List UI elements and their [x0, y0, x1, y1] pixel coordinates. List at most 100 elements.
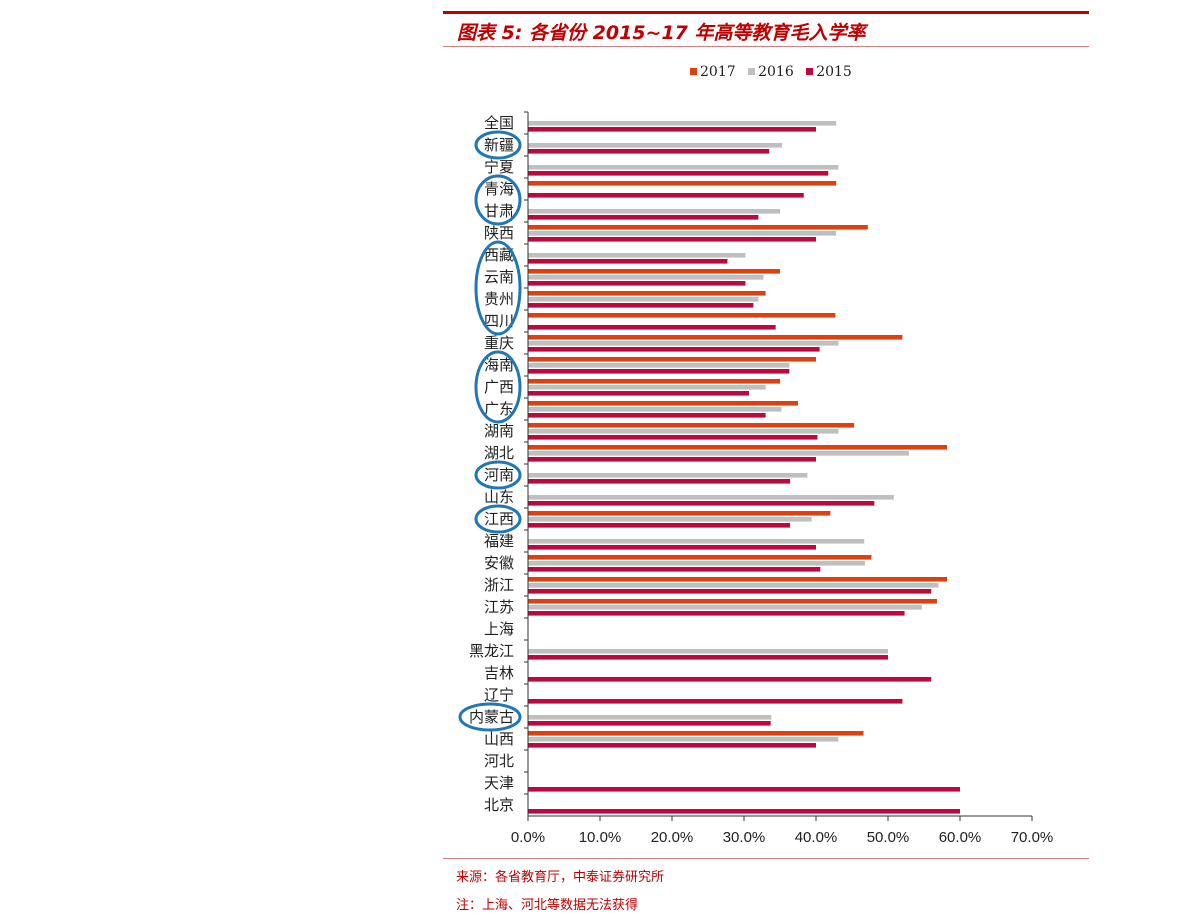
bar-2016-2: [528, 165, 839, 170]
category-label: 西藏: [484, 246, 514, 264]
bar-2017-10: [528, 335, 903, 340]
bar-2015-12: [528, 391, 750, 396]
category-label: 全国: [484, 114, 514, 132]
category-label: 江苏: [484, 598, 514, 616]
highlight-ellipse: [474, 460, 522, 490]
highlight-ellipse: [474, 350, 522, 424]
category-label: 浙江: [484, 576, 514, 594]
bar-2015-14: [528, 435, 818, 440]
bar-2017-28: [528, 731, 864, 736]
header-bottom-rule: [443, 46, 1089, 47]
category-label: 山东: [484, 488, 514, 506]
bar-2016-14: [528, 429, 839, 434]
bar-2015-8: [528, 303, 754, 308]
category-label: 湖北: [484, 444, 514, 462]
bar-2017-18: [528, 511, 831, 516]
bar-2015-26: [528, 699, 903, 704]
bar-2016-28: [528, 737, 839, 742]
category-label: 北京: [484, 796, 514, 814]
bar-2016-21: [528, 583, 939, 588]
bar-2016-1: [528, 143, 783, 148]
category-label: 安徽: [484, 554, 514, 572]
bar-2017-3: [528, 181, 837, 186]
footnote: 注：上海、河北等数据无法获得: [456, 898, 639, 913]
x-tick-label: 30.0%: [723, 829, 766, 846]
category-label: 海南: [484, 356, 514, 374]
bar-2015-6: [528, 259, 728, 264]
bar-2016-11: [528, 363, 790, 368]
bar-2017-22: [528, 599, 937, 604]
category-label: 广东: [484, 400, 514, 418]
legend-swatch-2017: [690, 68, 697, 75]
x-tick-label: 0.0%: [511, 829, 545, 846]
x-tick-label: 60.0%: [939, 829, 982, 846]
bar-2015-24: [528, 655, 888, 660]
bar-2017-7: [528, 269, 780, 274]
bar-2015-0: [528, 127, 816, 132]
bar-2015-5: [528, 237, 816, 242]
bar-2015-9: [528, 325, 776, 330]
header-top-rule: [443, 11, 1089, 14]
category-label: 陕西: [484, 224, 514, 242]
bar-2017-5: [528, 225, 868, 230]
category-label: 黑龙江: [469, 642, 514, 660]
bar-2015-31: [528, 809, 960, 814]
bar-2016-15: [528, 451, 909, 456]
category-label: 内蒙古: [469, 708, 514, 726]
bar-2015-15: [528, 457, 816, 462]
x-tick-label: 40.0%: [795, 829, 838, 846]
legend-swatch-2015: [806, 68, 814, 75]
bar-2015-1: [528, 149, 770, 154]
bar-2016-20: [528, 561, 865, 566]
bar-2017-11: [528, 357, 816, 362]
bar-2015-28: [528, 743, 816, 748]
bar-2015-19: [528, 545, 816, 550]
category-label: 江西: [484, 510, 514, 528]
category-label: 辽宁: [484, 686, 514, 704]
legend-item-2015: 2015: [806, 64, 852, 80]
bar-2016-10: [528, 341, 839, 346]
highlight-ellipse: [474, 504, 522, 534]
bar-2015-10: [528, 347, 820, 352]
bar-2017-21: [528, 577, 948, 582]
bar-2015-17: [528, 501, 875, 506]
category-label: 福建: [484, 532, 514, 550]
highlight-ellipse: [474, 240, 522, 336]
bar-2015-11: [528, 369, 790, 374]
bar-2015-18: [528, 523, 791, 528]
figure-title: 图表 5: 各省份 2015~17 年高等教育毛入学率: [457, 22, 866, 44]
bar-2016-24: [528, 649, 888, 654]
category-label: 云南: [484, 268, 514, 286]
legend-item-2017: 2017: [690, 64, 736, 80]
category-label: 四川: [484, 312, 514, 330]
category-label: 山西: [484, 730, 514, 748]
category-label: 吉林: [484, 664, 514, 682]
footer-rule: [443, 858, 1089, 859]
category-label: 甘肃: [484, 202, 514, 220]
bar-2016-7: [528, 275, 764, 280]
highlight-ellipse: [458, 702, 522, 732]
bar-2016-5: [528, 231, 837, 236]
bar-2016-18: [528, 517, 812, 522]
category-label: 贵州: [484, 290, 514, 308]
x-tick-label: 20.0%: [651, 829, 694, 846]
bar-2017-8: [528, 291, 766, 296]
bar-2015-4: [528, 215, 759, 220]
bar-2016-22: [528, 605, 922, 610]
bar-2017-20: [528, 555, 872, 560]
category-label: 上海: [484, 620, 514, 638]
category-label: 河南: [484, 466, 514, 484]
bar-2017-14: [528, 423, 855, 428]
bar-2017-13: [528, 401, 798, 406]
bar-2015-20: [528, 567, 821, 572]
highlight-ellipse: [474, 174, 522, 226]
bar-2015-7: [528, 281, 746, 286]
bar-2016-17: [528, 495, 894, 500]
bar-2017-9: [528, 313, 836, 318]
category-label: 重庆: [484, 334, 514, 352]
x-tick-label: 10.0%: [579, 829, 622, 846]
bar-2015-27: [528, 721, 771, 726]
legend-swatch-2016: [748, 68, 756, 75]
bar-2016-4: [528, 209, 780, 214]
